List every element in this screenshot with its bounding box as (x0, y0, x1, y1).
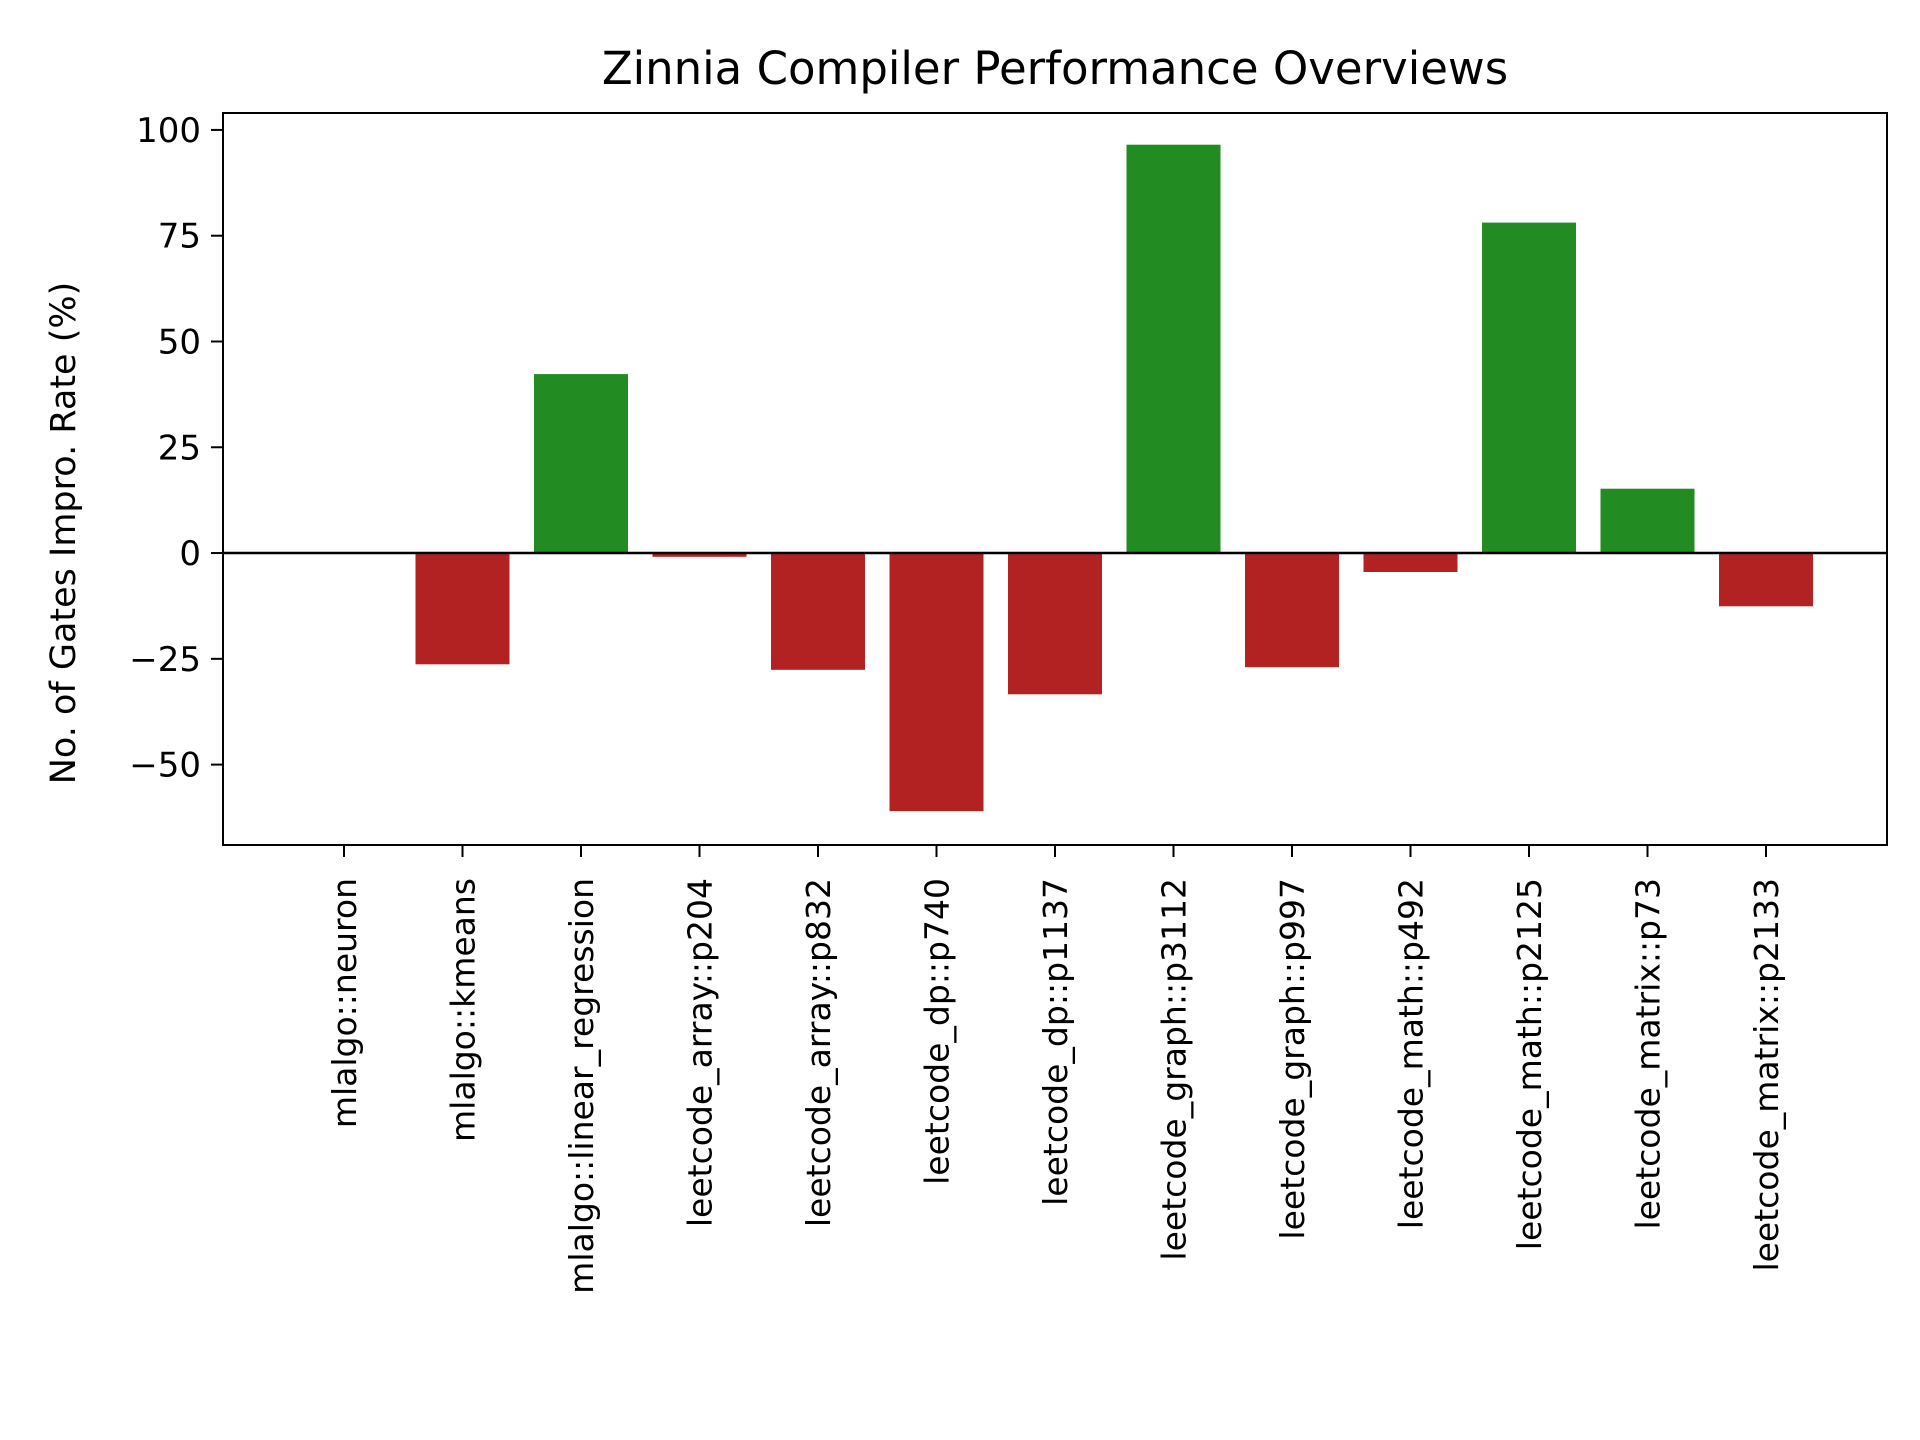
y-tick-label: 100 (136, 111, 201, 151)
bar (1482, 222, 1576, 554)
x-tick-label: leetcode_graph::p3112 (1155, 878, 1194, 1261)
x-tick-label: leetcode_matrix::p73 (1629, 878, 1668, 1230)
y-tick-label: 0 (179, 534, 201, 574)
bar (889, 553, 984, 812)
x-tick-label: leetcode_graph::p997 (1273, 878, 1312, 1240)
x-axis: mlalgo::neuron mlalgo::kmeans mlalgo::line… (325, 845, 1786, 1294)
y-tick-label: 50 (158, 322, 201, 362)
x-tick-label: leetcode_matrix::p2133 (1747, 878, 1786, 1272)
x-tick-label: mlalgo::neuron (325, 878, 364, 1128)
chart-title: Zinnia Compiler Performance Overviews (602, 42, 1508, 95)
bar (1719, 553, 1813, 607)
y-tick-label: 75 (158, 217, 201, 257)
x-tick-label: leetcode_array::p204 (681, 878, 720, 1227)
y-tick-label: −25 (129, 640, 201, 680)
x-tick-label: leetcode_math::p492 (1392, 878, 1431, 1229)
x-tick-label: leetcode_array::p832 (799, 878, 838, 1227)
bar (652, 553, 747, 557)
bar (415, 553, 510, 665)
x-tick-label: leetcode_dp::p1137 (1036, 878, 1075, 1206)
bar (1363, 553, 1458, 572)
x-tick-label: leetcode_math::p2125 (1510, 878, 1549, 1250)
y-axis-label: No. of Gates Impro. Rate (%) (44, 282, 84, 785)
y-tick-label: −50 (129, 746, 201, 786)
bar (771, 553, 865, 670)
bar (1600, 488, 1695, 553)
bar (1008, 553, 1102, 695)
y-tick-label: 25 (158, 428, 201, 468)
bar (534, 374, 628, 554)
y-axis: −50 −25 0 25 50 75 100 (129, 111, 223, 786)
x-tick-label: leetcode_dp::p740 (918, 878, 957, 1185)
bars-group (415, 144, 1813, 812)
x-tick-label: mlalgo::linear_regression (562, 878, 601, 1294)
bar (1126, 144, 1221, 553)
bar (1245, 553, 1339, 668)
x-tick-label: mlalgo::kmeans (444, 878, 483, 1142)
